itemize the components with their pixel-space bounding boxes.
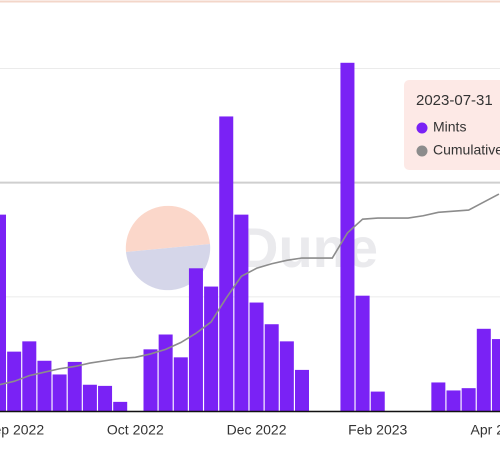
bar	[143, 349, 158, 411]
bar	[98, 385, 113, 411]
bar	[0, 214, 6, 411]
x-tick-label: Feb 2023	[348, 422, 407, 438]
watermark-logo-top	[125, 205, 210, 252]
bar	[234, 214, 249, 411]
tooltip-box	[404, 80, 500, 170]
bar	[461, 388, 476, 411]
bar	[158, 334, 173, 411]
tooltip: 2023-07-31 Mints Cumulative	[404, 80, 500, 170]
bar	[249, 302, 264, 411]
legend-label: Cumulative	[433, 142, 500, 158]
bar	[52, 374, 67, 411]
bar	[295, 369, 309, 411]
bar	[67, 361, 82, 411]
legend-label: Mints	[433, 119, 466, 135]
legend-dot	[416, 122, 428, 134]
bar	[37, 360, 52, 411]
x-tick-label: Sep 2022	[0, 422, 44, 438]
bar	[264, 324, 279, 411]
bar	[173, 357, 188, 411]
bar	[113, 401, 128, 411]
bar	[204, 286, 219, 411]
bar	[82, 384, 97, 411]
cumulative-line	[0, 193, 500, 386]
bar	[355, 295, 370, 411]
bar	[188, 268, 203, 411]
legend-dot	[416, 145, 428, 157]
bar	[219, 116, 234, 411]
bar	[340, 62, 355, 412]
bar	[370, 391, 385, 411]
bar	[279, 341, 294, 411]
bar	[476, 328, 491, 411]
bar	[491, 339, 500, 411]
bar	[431, 382, 446, 411]
bar	[446, 390, 461, 411]
watermark: Dune	[125, 205, 378, 291]
x-tick-label: Dec 2022	[227, 422, 287, 438]
x-tick-label: Apr 2023	[471, 422, 500, 438]
x-tick-label: Oct 2022	[107, 422, 164, 438]
tooltip-title: 2023-07-31	[416, 92, 493, 109]
